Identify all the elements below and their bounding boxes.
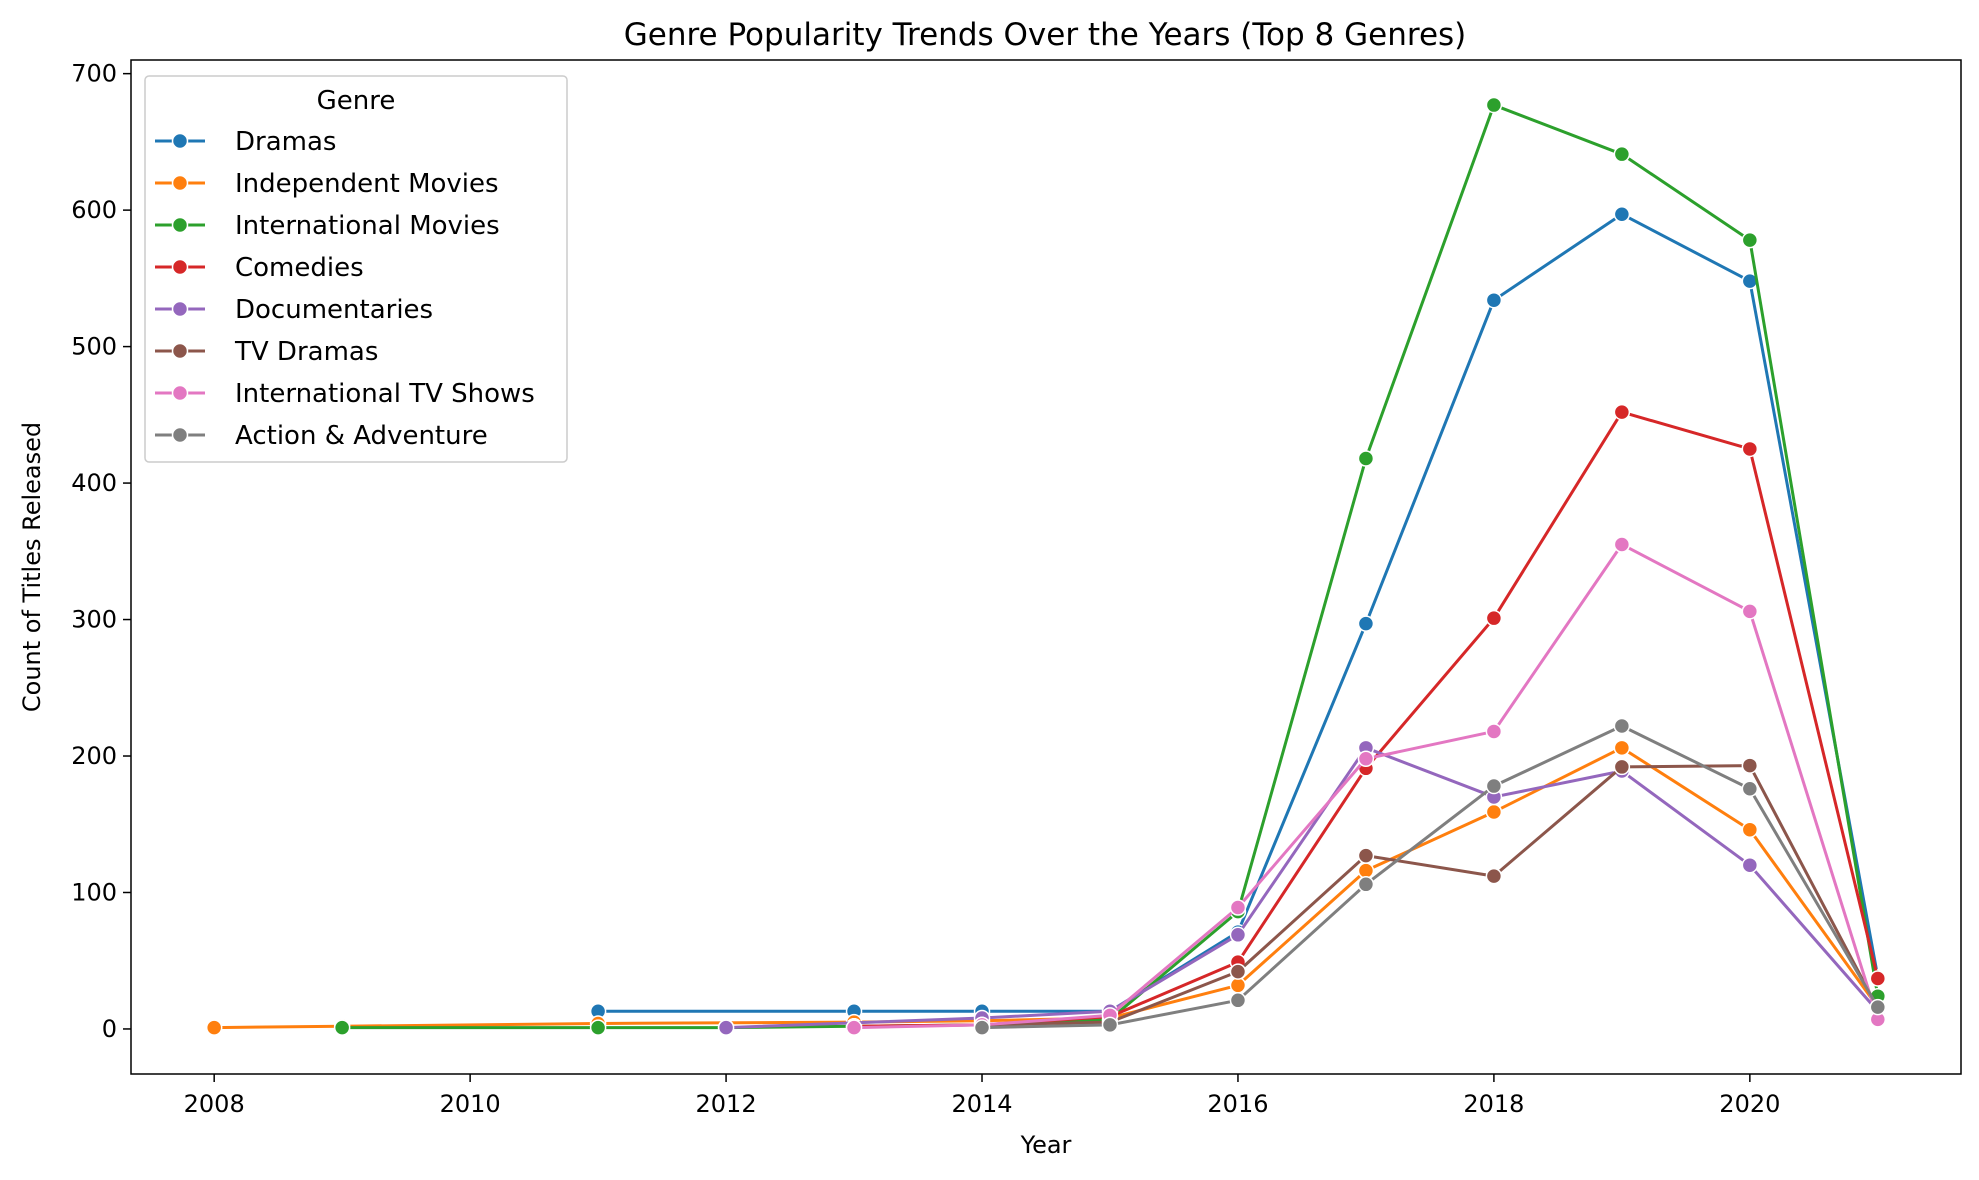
- point-international-movies-2020: [1741, 231, 1759, 249]
- axes-frame: [130, 59, 1962, 1075]
- point-international-tv-shows-2019: [1613, 536, 1631, 553]
- y-tick-label-300: 300: [71, 606, 117, 634]
- legend-item-documentaries: Documentaries: [155, 295, 433, 325]
- x-tick-label-2016: 2016: [1207, 1090, 1268, 1118]
- point-action-adventure-2021: [1869, 998, 1887, 1016]
- point-international-tv-shows-2020: [1741, 603, 1759, 620]
- line-international-movies: [340, 103, 1880, 1030]
- legend-item-independent-movies: Independent Movies: [155, 169, 499, 199]
- legend-title: Genre: [317, 86, 396, 116]
- chart-title: Genre Popularity Trends Over the Years (…: [624, 17, 1467, 53]
- y-tick-label-200: 200: [71, 742, 117, 770]
- point-international-tv-shows-2018: [1485, 723, 1503, 740]
- point-international-movies-2017: [1357, 450, 1375, 467]
- point-dramas-2017: [1357, 615, 1375, 632]
- line-tv-dramas: [980, 764, 1880, 1027]
- legend-label: Dramas: [235, 127, 336, 157]
- legend-item-dramas: Dramas: [155, 127, 336, 157]
- line-dramas: [596, 212, 1880, 1013]
- legend-label: International TV Shows: [235, 379, 535, 409]
- point-tv-dramas-2016: [1229, 963, 1247, 980]
- legend-swatch-marker: [171, 384, 189, 402]
- point-independent-movies-2020: [1741, 821, 1759, 838]
- y-tick-label-0: 0: [102, 1015, 117, 1043]
- point-international-tv-shows-2017: [1357, 750, 1375, 767]
- legend-box: [144, 75, 568, 463]
- legend-item-international-movies: International Movies: [155, 211, 500, 241]
- point-action-adventure-2018: [1485, 777, 1503, 795]
- y-axis-label: Count of Titles Released: [18, 422, 46, 712]
- point-international-movies-2019: [1613, 145, 1631, 163]
- legend-label: Comedies: [235, 253, 364, 283]
- x-axis: 2008 2010 2012 2014 2016 2018 2020: [184, 1074, 1780, 1118]
- x-tick-label-2010: 2010: [440, 1090, 501, 1118]
- point-tv-dramas-2017: [1357, 847, 1375, 864]
- point-international-tv-shows-2016: [1229, 899, 1247, 916]
- legend-swatch-marker: [171, 132, 189, 150]
- legend-item-comedies: Comedies: [155, 253, 364, 283]
- line-action-adventure: [980, 724, 1880, 1030]
- point-tv-dramas-2019: [1613, 758, 1631, 776]
- y-tick-label-700: 700: [71, 60, 117, 88]
- legend-label: Action & Adventure: [235, 421, 488, 451]
- legend-swatch-marker: [171, 258, 189, 276]
- point-international-movies-2018: [1485, 96, 1503, 114]
- point-action-adventure-2019: [1613, 717, 1631, 735]
- point-tv-dramas-2020: [1741, 757, 1759, 774]
- legend-label: TV Dramas: [234, 337, 378, 367]
- point-action-adventure-2014: [973, 1019, 991, 1036]
- legend-label: Documentaries: [235, 295, 433, 325]
- point-action-adventure-2020: [1741, 780, 1759, 798]
- point-international-movies-2009: [333, 1019, 351, 1036]
- legend-item-action-adventure: Action & Adventure: [155, 421, 488, 451]
- legend-label: International Movies: [235, 211, 500, 241]
- legend-item-tv-dramas: TV Dramas: [155, 337, 378, 367]
- point-documentaries-2020: [1741, 856, 1759, 874]
- point-action-adventure-2015: [1101, 1016, 1119, 1034]
- point-action-adventure-2017: [1357, 876, 1375, 893]
- y-axis: 0 100 200 300 400 500 600 700: [71, 60, 131, 1043]
- y-tick-label-100: 100: [71, 878, 117, 906]
- point-documentaries-2016: [1229, 926, 1247, 944]
- legend-item-international-tv-shows: International TV Shows: [155, 379, 535, 409]
- x-tick-label-2020: 2020: [1719, 1090, 1780, 1118]
- y-tick-label-400: 400: [71, 469, 117, 497]
- point-action-adventure-2016: [1229, 992, 1247, 1009]
- legend-swatch-marker: [171, 426, 189, 444]
- point-dramas-2018: [1485, 291, 1503, 309]
- point-international-movies-2011: [589, 1019, 607, 1036]
- series-action-adventure: [973, 717, 1887, 1036]
- point-tv-dramas-2018: [1485, 867, 1503, 885]
- x-tick-label-2008: 2008: [184, 1090, 245, 1118]
- y-tick-label-500: 500: [71, 333, 117, 361]
- point-comedies-2018: [1485, 609, 1503, 627]
- point-comedies-2021: [1869, 970, 1887, 987]
- x-tick-label-2018: 2018: [1463, 1090, 1524, 1118]
- y-tick-label-600: 600: [71, 196, 117, 224]
- plot-area: [205, 96, 1887, 1036]
- x-tick-label-2012: 2012: [696, 1090, 757, 1118]
- point-international-tv-shows-2013: [845, 1019, 863, 1036]
- legend-swatch-marker: [171, 342, 189, 360]
- x-axis-label: Year: [1020, 1131, 1072, 1159]
- legend-swatch-marker: [171, 216, 189, 234]
- point-dramas-2019: [1613, 205, 1631, 223]
- legend-swatch-marker: [171, 174, 189, 192]
- legend: Genre Dramas Independent Movies Internation…: [144, 75, 568, 463]
- legend-swatch-marker: [171, 300, 189, 318]
- point-independent-movies-2018: [1485, 803, 1503, 821]
- point-documentaries-2012: [717, 1019, 735, 1036]
- point-comedies-2020: [1741, 440, 1759, 458]
- point-independent-movies-2016: [1229, 977, 1247, 994]
- x-tick-label-2014: 2014: [951, 1090, 1012, 1118]
- point-independent-movies-2019: [1613, 739, 1631, 757]
- line-independent-movies: [212, 746, 1880, 1030]
- legend-label: Independent Movies: [235, 169, 499, 199]
- point-comedies-2019: [1613, 403, 1631, 421]
- point-independent-movies-2017: [1357, 862, 1375, 879]
- point-independent-movies-2008: [205, 1019, 223, 1036]
